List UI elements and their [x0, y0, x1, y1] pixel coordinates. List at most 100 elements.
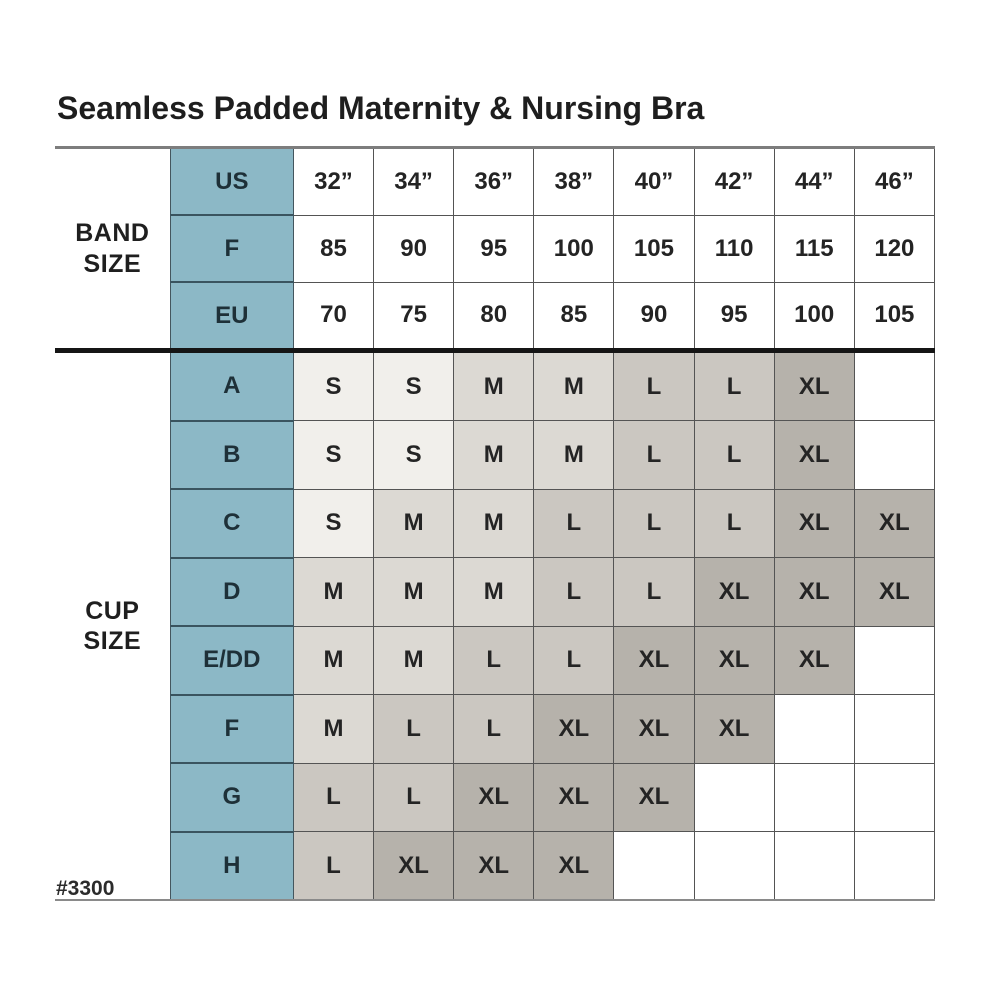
cup-size-cell: XL	[773, 350, 855, 421]
row-header-cell: E/DD	[169, 625, 294, 696]
band-size-cell: 44”	[773, 146, 855, 216]
table-row: BAND SIZE US 32” 34” 36” 38” 40” 42” 44” 46”	[55, 146, 936, 353]
row-header-cell: H	[169, 830, 294, 901]
band-size-cell: 32”	[292, 146, 375, 216]
cup-size-cell: L	[613, 557, 695, 627]
cup-size-cell: XL	[773, 557, 855, 627]
band-size-cell: 90	[613, 281, 695, 353]
table-row: CUP SIZE A S S M M L L XL	[55, 349, 936, 901]
cup-size-cell	[773, 762, 855, 832]
cup-size-cell: XL	[613, 762, 695, 832]
cup-size-cell: XL	[693, 625, 775, 695]
cup-size-cell: S	[292, 420, 375, 490]
row-header-cell: G	[169, 762, 294, 833]
row-header-cell: C	[169, 488, 294, 559]
band-size-cell: 34”	[373, 146, 455, 216]
cup-size-cell: L	[693, 488, 775, 558]
cup-size-cell: L	[613, 488, 695, 558]
cup-size-label: CUP SIZE	[55, 350, 171, 901]
cup-size-cell	[853, 625, 936, 695]
band-size-cell: 46”	[853, 146, 936, 216]
cup-size-cell: S	[292, 350, 375, 421]
cup-size-cell	[613, 831, 695, 901]
cup-size-cell: M	[373, 625, 455, 695]
row-header-cell: F	[169, 214, 294, 283]
table-row: E/DD M M L L XL XL XL	[55, 625, 936, 696]
cup-size-cell: XL	[533, 694, 615, 764]
cup-size-cell: L	[533, 557, 615, 627]
cup-size-cell: XL	[613, 625, 695, 695]
cup-size-cell: L	[533, 488, 615, 558]
cup-size-cell	[693, 831, 775, 901]
cup-size-cell: M	[453, 557, 535, 627]
cup-size-cell: L	[453, 694, 535, 764]
cup-size-cell: M	[373, 557, 455, 627]
row-header-cell: D	[169, 556, 294, 627]
band-size-cell: 38”	[533, 146, 615, 216]
band-size-cell: 36”	[453, 146, 535, 216]
cup-size-cell: XL	[853, 557, 936, 627]
band-size-cell: 70	[292, 281, 375, 353]
cup-size-cell: XL	[693, 694, 775, 764]
band-size-cell: 120	[853, 214, 936, 283]
cup-size-cell: L	[373, 762, 455, 832]
cup-size-cell: XL	[773, 420, 855, 490]
band-size-cell: 40”	[613, 146, 695, 216]
cup-size-cell: M	[292, 557, 375, 627]
size-table-container: BAND SIZE US 32” 34” 36” 38” 40” 42” 44” 46” F 85 90…	[55, 146, 936, 901]
cup-size-cell: L	[693, 350, 775, 421]
cup-size-cell: L	[292, 831, 375, 901]
page-title: Seamless Padded Maternity & Nursing Bra	[57, 90, 705, 126]
cup-size-cell: XL	[453, 762, 535, 832]
band-size-cell: 100	[533, 214, 615, 283]
band-size-cell: 75	[373, 281, 455, 353]
cup-size-cell: XL	[853, 488, 936, 558]
band-size-cell: 105	[613, 214, 695, 283]
cup-size-cell	[853, 762, 936, 832]
cup-size-cell: L	[453, 625, 535, 695]
row-header-cell: A	[169, 349, 294, 422]
table-row: F M L L XL XL XL	[55, 693, 936, 764]
cup-size-cell: XL	[773, 625, 855, 695]
band-size-cell: 105	[853, 281, 936, 353]
band-size-cell: 42”	[693, 146, 775, 216]
row-header-cell: B	[169, 419, 294, 490]
cup-size-cell	[853, 694, 936, 764]
size-table-body: BAND SIZE US 32” 34” 36” 38” 40” 42” 44” 46” F 85 90…	[55, 146, 936, 901]
size-chart-table: BAND SIZE US 32” 34” 36” 38” 40” 42” 44” 46” F 85 90…	[55, 146, 936, 901]
cup-size-cell	[773, 831, 855, 901]
band-size-cell: 115	[773, 214, 855, 283]
row-header-cell: US	[169, 146, 294, 216]
band-size-cell: 85	[533, 281, 615, 353]
cup-size-cell: M	[533, 350, 615, 421]
band-size-cell: 90	[373, 214, 455, 283]
table-row: C S M M L L L XL XL	[55, 488, 936, 559]
cup-size-cell: XL	[773, 488, 855, 558]
row-header-cell: F	[169, 693, 294, 764]
cup-size-cell: L	[373, 694, 455, 764]
band-size-cell: 95	[693, 281, 775, 353]
cup-size-cell: M	[453, 420, 535, 490]
cup-size-cell: XL	[693, 557, 775, 627]
table-row: EU 70 75 80 85 90 95 100 105	[55, 281, 936, 353]
band-size-cell: 95	[453, 214, 535, 283]
band-size-cell: 80	[453, 281, 535, 353]
cup-size-cell: S	[373, 350, 455, 421]
cup-size-cell: M	[533, 420, 615, 490]
band-size-cell: 85	[292, 214, 375, 283]
cup-size-cell: S	[292, 488, 375, 558]
table-row: F 85 90 95 100 105 110 115 120	[55, 214, 936, 283]
cup-size-cell: XL	[373, 831, 455, 901]
cup-size-cell: M	[373, 488, 455, 558]
table-row: D M M M L L XL XL XL	[55, 556, 936, 627]
cup-size-cell	[853, 831, 936, 901]
table-row: H L XL XL XL	[55, 830, 936, 901]
cup-size-cell: XL	[533, 762, 615, 832]
cup-size-cell: M	[292, 694, 375, 764]
cup-size-cell: L	[613, 350, 695, 421]
cup-size-cell: M	[453, 488, 535, 558]
band-size-label: BAND SIZE	[55, 146, 171, 353]
cup-size-cell: L	[693, 420, 775, 490]
table-row: B S S M M L L XL	[55, 419, 936, 490]
